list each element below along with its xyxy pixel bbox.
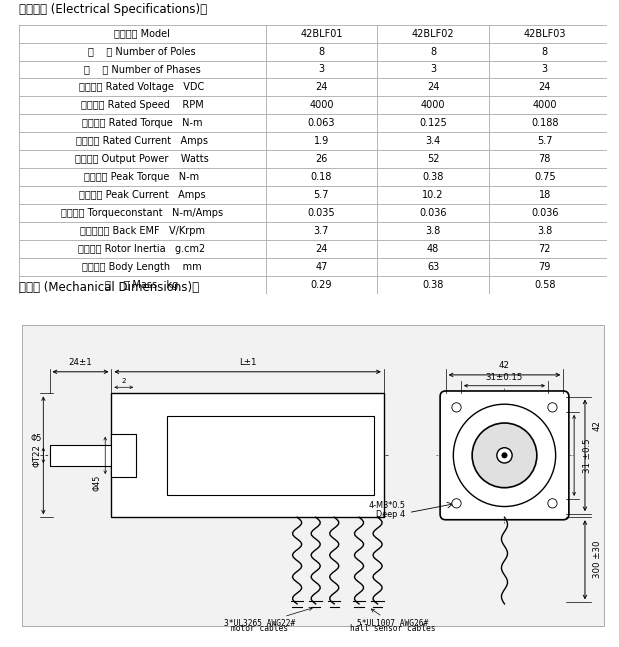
Text: 0.063: 0.063 xyxy=(308,118,335,129)
Text: 3.8: 3.8 xyxy=(425,226,441,236)
Circle shape xyxy=(497,448,512,463)
Text: 转动惯量 Rotor Inertia   g.cm2: 转动惯量 Rotor Inertia g.cm2 xyxy=(79,245,206,254)
Text: 24: 24 xyxy=(539,82,551,93)
Text: 机身长度 Body Length    mm: 机身长度 Body Length mm xyxy=(82,263,202,272)
Text: 5*UL1007 AWG26#: 5*UL1007 AWG26# xyxy=(357,609,429,628)
FancyBboxPatch shape xyxy=(440,391,569,520)
Text: 电机型号 Model: 电机型号 Model xyxy=(114,28,170,39)
Text: 相    数 Number of Phases: 相 数 Number of Phases xyxy=(84,65,201,74)
Text: 输出功能 Output Power    Watts: 输出功能 Output Power Watts xyxy=(75,155,209,164)
Text: 0.38: 0.38 xyxy=(422,280,444,291)
Text: 3: 3 xyxy=(430,65,436,74)
Bar xyxy=(50,444,111,466)
Text: 8: 8 xyxy=(318,47,324,56)
Text: 额定力矩 Rated Torque   N-m: 额定力矩 Rated Torque N-m xyxy=(82,118,202,129)
Circle shape xyxy=(452,402,461,412)
Text: 重    量 Mass   kg: 重 量 Mass kg xyxy=(105,280,179,291)
Text: 31±0.15: 31±0.15 xyxy=(486,373,523,382)
Circle shape xyxy=(548,402,557,412)
Text: 42BLF01: 42BLF01 xyxy=(300,28,343,39)
Text: 3.7: 3.7 xyxy=(314,226,329,236)
Text: Φ5: Φ5 xyxy=(31,434,42,443)
Circle shape xyxy=(453,404,556,507)
Text: 31 ±0.5: 31 ±0.5 xyxy=(584,438,592,473)
Text: 24: 24 xyxy=(315,82,327,93)
Circle shape xyxy=(548,499,557,508)
Text: 26: 26 xyxy=(315,155,327,164)
Text: 10.2: 10.2 xyxy=(422,190,444,201)
Text: motor cables: motor cables xyxy=(232,624,288,633)
Text: 峰值力矩 Peak Torque   N-m: 峰值力矩 Peak Torque N-m xyxy=(85,173,199,182)
Text: 4000: 4000 xyxy=(421,100,446,111)
Text: 42BLF03: 42BLF03 xyxy=(524,28,566,39)
Text: 3.8: 3.8 xyxy=(537,226,553,236)
Text: 外型图 (Mechanical Dimensions)：: 外型图 (Mechanical Dimensions)： xyxy=(19,281,199,294)
Circle shape xyxy=(472,423,537,488)
Text: 42BLF02: 42BLF02 xyxy=(412,28,454,39)
Text: 0.18: 0.18 xyxy=(311,173,332,182)
Text: 48: 48 xyxy=(427,245,439,254)
Text: 8: 8 xyxy=(542,47,548,56)
Text: 力矩常数 Torqueconstant   N-m/Amps: 力矩常数 Torqueconstant N-m/Amps xyxy=(61,208,223,219)
Text: 额定电流 Rated Current   Amps: 额定电流 Rated Current Amps xyxy=(76,137,208,146)
Text: 4-M3*0.5: 4-M3*0.5 xyxy=(368,501,405,510)
Text: 峰值电流 Peak Current   Amps: 峰值电流 Peak Current Amps xyxy=(79,190,206,201)
Text: 1.9: 1.9 xyxy=(314,137,329,146)
Text: 47: 47 xyxy=(315,263,327,272)
Text: 极    数 Number of Poles: 极 数 Number of Poles xyxy=(89,47,196,56)
Text: 5.7: 5.7 xyxy=(314,190,329,201)
Text: 3.4: 3.4 xyxy=(425,137,441,146)
Text: 18: 18 xyxy=(539,190,551,201)
Bar xyxy=(167,416,374,495)
Text: hall sensor cables: hall sensor cables xyxy=(350,624,436,633)
Text: 3: 3 xyxy=(542,65,548,74)
Circle shape xyxy=(502,453,507,458)
Text: 72: 72 xyxy=(539,245,551,254)
Text: 4000: 4000 xyxy=(532,100,557,111)
Text: ΦT22: ΦT22 xyxy=(33,444,42,467)
Text: 0.036: 0.036 xyxy=(531,208,558,219)
Text: Φ45: Φ45 xyxy=(93,475,102,491)
Text: 额定电压 Rated Voltage   VDC: 额定电压 Rated Voltage VDC xyxy=(79,82,205,93)
Text: 0.75: 0.75 xyxy=(534,173,556,182)
Text: 42: 42 xyxy=(499,361,510,370)
Text: 24: 24 xyxy=(315,245,327,254)
Text: 3*UL3265 AWG22#: 3*UL3265 AWG22# xyxy=(224,608,312,628)
Text: 0.036: 0.036 xyxy=(420,208,447,219)
Bar xyxy=(111,393,384,517)
Text: 79: 79 xyxy=(539,263,551,272)
Text: 78: 78 xyxy=(539,155,551,164)
Text: 0.188: 0.188 xyxy=(531,118,558,129)
Text: 300 ±30: 300 ±30 xyxy=(593,540,602,578)
Text: L±1: L±1 xyxy=(239,358,256,367)
Text: Deep 4: Deep 4 xyxy=(376,510,405,519)
Text: 4000: 4000 xyxy=(309,100,334,111)
Text: 3: 3 xyxy=(318,65,324,74)
Text: 反电势常数 Back EMF   V/Krpm: 反电势常数 Back EMF V/Krpm xyxy=(80,226,204,236)
Text: 52: 52 xyxy=(427,155,439,164)
Bar xyxy=(111,433,136,477)
Text: 0.035: 0.035 xyxy=(308,208,335,219)
Text: 42: 42 xyxy=(593,421,602,432)
Text: 0.38: 0.38 xyxy=(422,173,444,182)
Text: 8: 8 xyxy=(430,47,436,56)
Text: 63: 63 xyxy=(427,263,439,272)
Text: 24±1: 24±1 xyxy=(69,358,92,367)
Text: 5.7: 5.7 xyxy=(537,137,553,146)
Text: 2: 2 xyxy=(121,378,126,384)
Text: 0.29: 0.29 xyxy=(311,280,332,291)
Text: 0.58: 0.58 xyxy=(534,280,556,291)
Text: 电机参数 (Electrical Specifications)：: 电机参数 (Electrical Specifications)： xyxy=(19,3,207,16)
Text: 额定转速 Rated Speed    RPM: 额定转速 Rated Speed RPM xyxy=(80,100,204,111)
Text: 0.125: 0.125 xyxy=(419,118,447,129)
Text: 24: 24 xyxy=(427,82,439,93)
Circle shape xyxy=(452,499,461,508)
